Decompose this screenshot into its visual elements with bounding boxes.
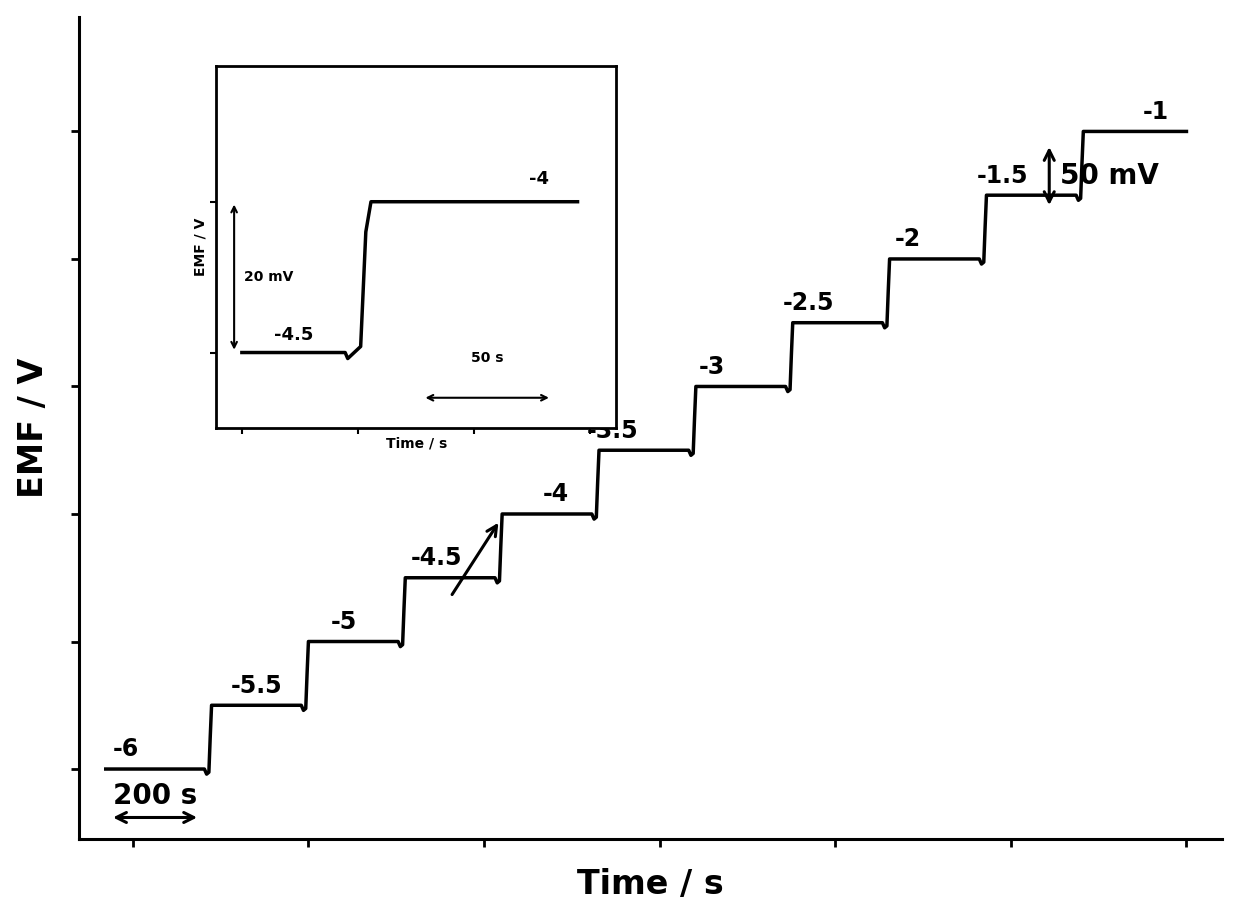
Text: -1.5: -1.5	[976, 163, 1028, 187]
X-axis label: Time / s: Time / s	[577, 868, 724, 901]
Text: -2.5: -2.5	[783, 291, 835, 315]
Text: 200 s: 200 s	[113, 782, 197, 810]
Text: 50 mV: 50 mV	[1061, 162, 1160, 190]
Text: -4.5: -4.5	[411, 546, 462, 570]
Text: -4: -4	[543, 482, 569, 507]
Y-axis label: EMF / V: EMF / V	[16, 358, 50, 498]
Text: -3.5: -3.5	[586, 419, 638, 442]
Text: -2: -2	[895, 228, 921, 252]
Text: -3: -3	[699, 355, 725, 379]
Text: -5: -5	[331, 610, 357, 633]
Text: -1: -1	[1142, 100, 1168, 124]
Text: -5.5: -5.5	[230, 674, 282, 698]
Text: -6: -6	[113, 737, 139, 761]
